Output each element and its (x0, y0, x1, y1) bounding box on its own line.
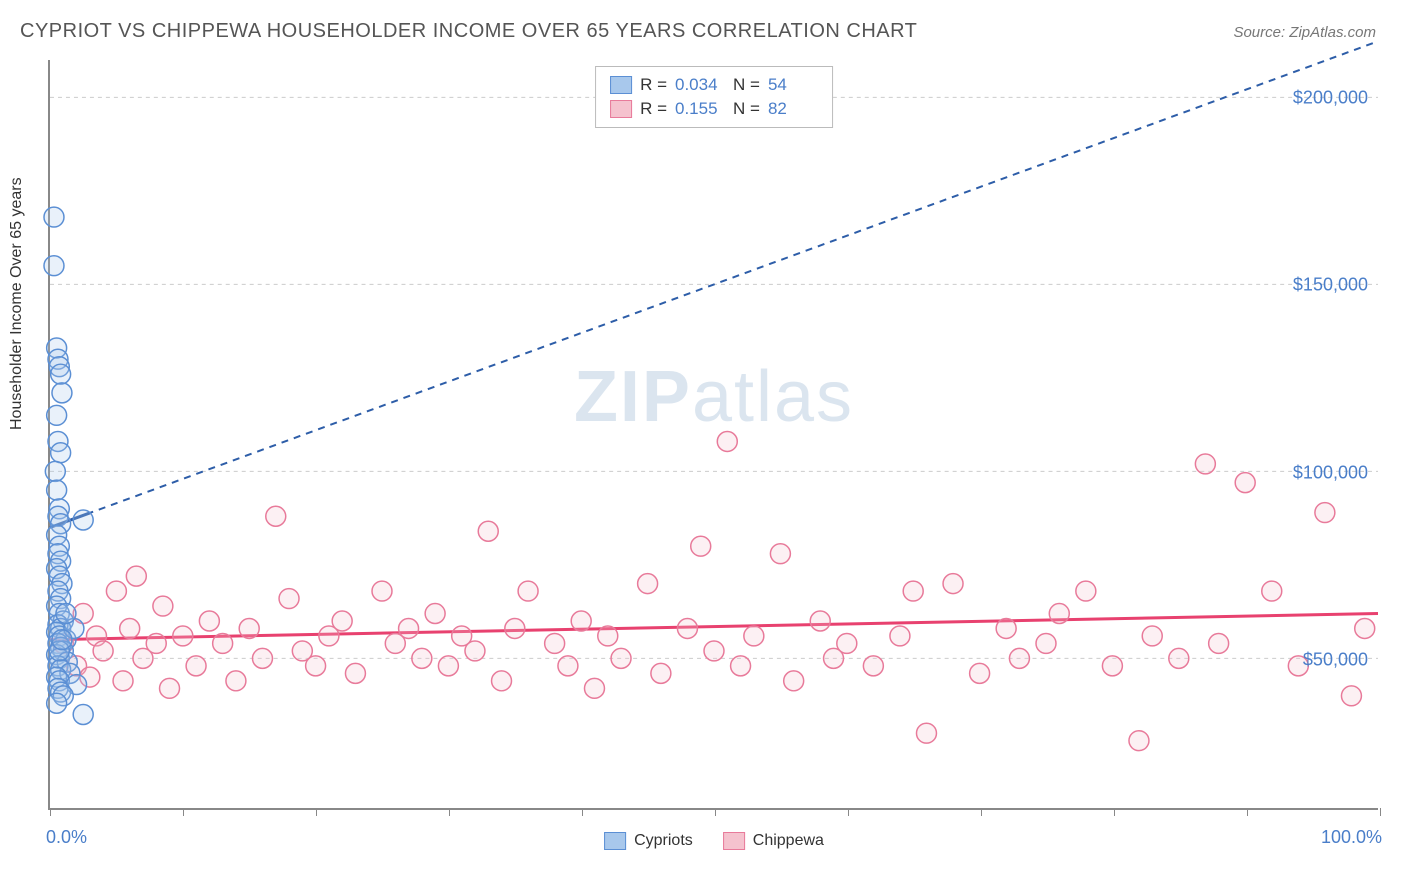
x-tick (981, 808, 982, 816)
legend-stats-row-cypriots: R = 0.034 N = 54 (610, 73, 818, 97)
legend-swatch-cypriots (610, 76, 632, 94)
y-tick-label: $100,000 (1293, 462, 1368, 483)
legend-label-chippewa: Chippewa (753, 832, 824, 850)
x-axis-max-label: 100.0% (1321, 827, 1382, 848)
n-value-cypriots: 54 (768, 75, 818, 95)
r-label: R = (640, 75, 667, 95)
n-value-chippewa: 82 (768, 99, 818, 119)
legend-stats-box: R = 0.034 N = 54 R = 0.155 N = 82 (595, 66, 833, 128)
legend-swatch-cypriots (604, 832, 626, 850)
legend-stats-row-chippewa: R = 0.155 N = 82 (610, 97, 818, 121)
legend-item-chippewa: Chippewa (723, 832, 824, 850)
x-tick (848, 808, 849, 816)
legend-label-cypriots: Cypriots (634, 832, 693, 850)
x-tick (50, 808, 51, 816)
y-axis-label: Householder Income Over 65 years (8, 177, 26, 430)
n-label: N = (733, 99, 760, 119)
x-tick (449, 808, 450, 816)
x-tick (183, 808, 184, 816)
r-value-chippewa: 0.155 (675, 99, 725, 119)
x-axis-min-label: 0.0% (46, 827, 87, 848)
r-label: R = (640, 99, 667, 119)
chart-title: CYPRIOT VS CHIPPEWA HOUSEHOLDER INCOME O… (20, 20, 917, 43)
x-tick (1114, 808, 1115, 816)
n-label: N = (733, 75, 760, 95)
x-tick (582, 808, 583, 816)
x-tick (316, 808, 317, 816)
y-tick-label: $200,000 (1293, 87, 1368, 108)
chart-svg (50, 60, 1378, 808)
y-tick-label: $50,000 (1303, 650, 1368, 671)
legend-swatch-chippewa (610, 100, 632, 118)
y-tick-label: $150,000 (1293, 275, 1368, 296)
source-label: Source: ZipAtlas.com (1233, 24, 1376, 41)
x-tick (715, 808, 716, 816)
legend-swatch-chippewa (723, 832, 745, 850)
x-tick (1247, 808, 1248, 816)
legend-bottom: Cypriots Chippewa (604, 832, 824, 850)
plot-area: ZIPatlas $50,000$100,000$150,000$200,000… (48, 60, 1378, 810)
r-value-cypriots: 0.034 (675, 75, 725, 95)
legend-item-cypriots: Cypriots (604, 832, 693, 850)
x-tick (1380, 808, 1381, 816)
